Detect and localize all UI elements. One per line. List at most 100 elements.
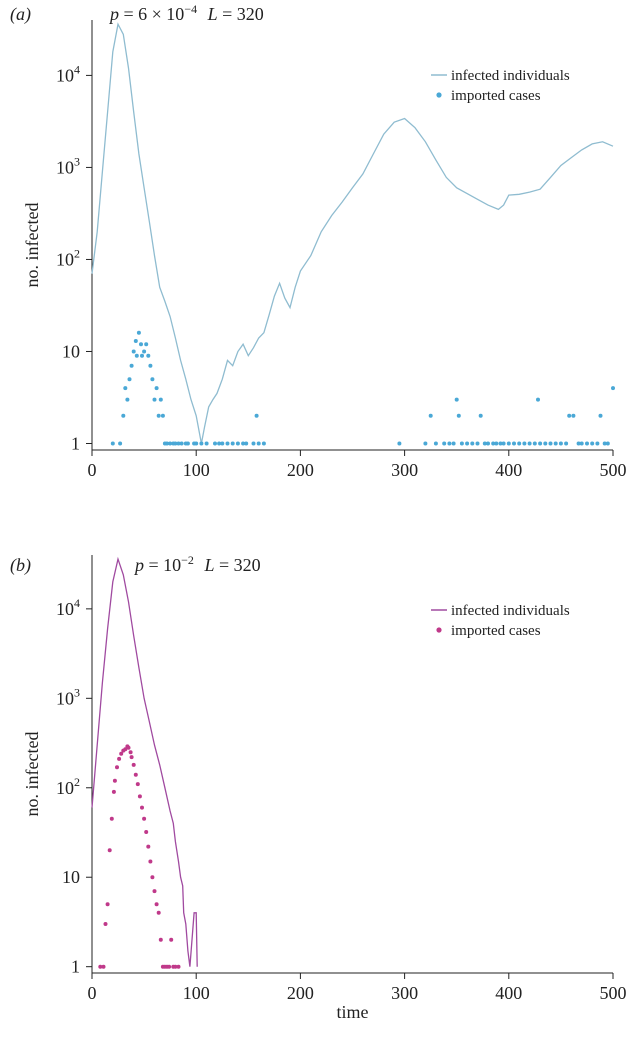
imported-case-point: [470, 441, 475, 446]
imported-case-point: [548, 441, 553, 446]
x-tick-label: 100: [183, 983, 210, 1003]
y-tick-exponent: 3: [74, 154, 80, 168]
imported-case-point: [498, 441, 503, 446]
imported-case-point: [173, 441, 178, 446]
y-tick-label: 102: [56, 246, 80, 269]
imported-case-point: [123, 386, 128, 391]
title-p-exponent: −4: [184, 2, 197, 16]
y-tick-exponent: 2: [74, 246, 80, 260]
imported-case-point: [459, 441, 464, 446]
imported-case-point: [140, 353, 144, 358]
imported-case-point: [225, 441, 230, 446]
title-p-value: = 6 × 10: [119, 4, 184, 24]
imported-case-point: [117, 756, 122, 761]
imported-case-point: [125, 397, 130, 402]
x-tick-label: 100: [183, 460, 210, 480]
imported-case-point: [129, 755, 134, 760]
imported-case-point: [254, 413, 259, 418]
imported-case-point: [121, 413, 126, 418]
imported-case-point: [501, 441, 506, 446]
y-tick-base: 10: [56, 249, 74, 269]
y-axis-label: no. infected: [22, 732, 42, 817]
imported-case-point: [107, 848, 112, 853]
y-tick-label: 104: [56, 62, 80, 85]
y-tick-label: 10: [62, 341, 80, 361]
imported-case-point: [536, 397, 540, 402]
imported-case-point: [142, 816, 147, 821]
imported-case-point: [598, 413, 603, 418]
imported-case-point: [139, 342, 143, 347]
imported-case-point: [423, 441, 428, 446]
x-tick-label: 200: [287, 460, 314, 480]
imported-case-point: [156, 413, 161, 418]
imported-case-point: [475, 441, 480, 446]
imported-case-point: [154, 902, 159, 907]
y-tick-label: 104: [56, 596, 80, 619]
imported-case-point: [176, 964, 181, 969]
y-tick-label: 1: [71, 434, 80, 454]
imported-case-point: [101, 964, 106, 969]
imported-case-point: [482, 441, 487, 446]
imported-case-point: [517, 441, 522, 446]
y-tick-label: 103: [56, 685, 80, 708]
imported-case-point: [204, 441, 209, 446]
imported-case-point: [494, 441, 499, 446]
legend-label: infected individuals: [451, 603, 570, 619]
imported-case-point: [585, 441, 589, 446]
imported-case-point: [451, 441, 456, 446]
imported-case-point: [602, 441, 607, 446]
imported-case-point: [98, 964, 103, 969]
imported-case-point: [152, 397, 157, 402]
imported-case-point: [397, 441, 402, 446]
imported-case-point: [103, 922, 108, 926]
y-axis-label: no. infected: [22, 203, 42, 288]
imported-case-point: [133, 339, 138, 343]
imported-case-point: [134, 353, 139, 358]
imported-case-point: [261, 441, 266, 446]
imported-case-point: [194, 441, 199, 446]
imported-case-point: [220, 441, 225, 446]
chart-title: p = 6 × 10−4 L = 320: [108, 2, 264, 24]
imported-case-point: [527, 441, 532, 446]
x-tick-label: 200: [287, 983, 314, 1003]
imported-case-point: [146, 353, 151, 358]
imported-case-point: [123, 747, 128, 752]
x-tick-label: 300: [391, 983, 418, 1003]
imported-case-point: [112, 778, 117, 783]
imported-case-point: [167, 964, 172, 969]
imported-case-point: [150, 377, 155, 382]
imported-case-point: [148, 363, 153, 368]
x-tick-label: 0: [88, 460, 97, 480]
imported-case-point: [126, 745, 131, 750]
imported-case-point: [567, 413, 572, 418]
imported-case-point: [110, 441, 115, 446]
x-tick-label: 0: [88, 983, 97, 1003]
title-p-symbol: p: [133, 555, 144, 575]
imported-case-point: [199, 441, 204, 446]
chart-title: p = 10−2 L = 320: [133, 553, 261, 575]
title-L-value: = 320: [218, 4, 264, 24]
y-tick-base: 10: [56, 599, 74, 619]
imported-case-point: [109, 816, 114, 821]
imported-case-point: [144, 342, 149, 347]
imported-case-point: [168, 441, 173, 446]
imported-case-point: [158, 397, 163, 402]
imported-case-point: [442, 441, 447, 446]
imported-case-point: [465, 441, 470, 446]
imported-case-point: [241, 441, 246, 446]
y-tick-base: 10: [56, 65, 74, 85]
imported-case-point: [148, 859, 153, 864]
panel-label: (b): [10, 555, 31, 576]
series-line-infected-individuals: [91, 556, 198, 967]
imported-case-point: [532, 441, 537, 446]
imported-case-point: [456, 413, 461, 418]
imported-case-point: [128, 750, 133, 755]
imported-case-point: [131, 349, 136, 354]
series-line-infected-individuals: [91, 22, 614, 444]
imported-case-point: [173, 964, 178, 969]
imported-case-point: [176, 441, 181, 446]
imported-case-point: [595, 441, 600, 446]
y-tick-label: 102: [56, 775, 80, 798]
